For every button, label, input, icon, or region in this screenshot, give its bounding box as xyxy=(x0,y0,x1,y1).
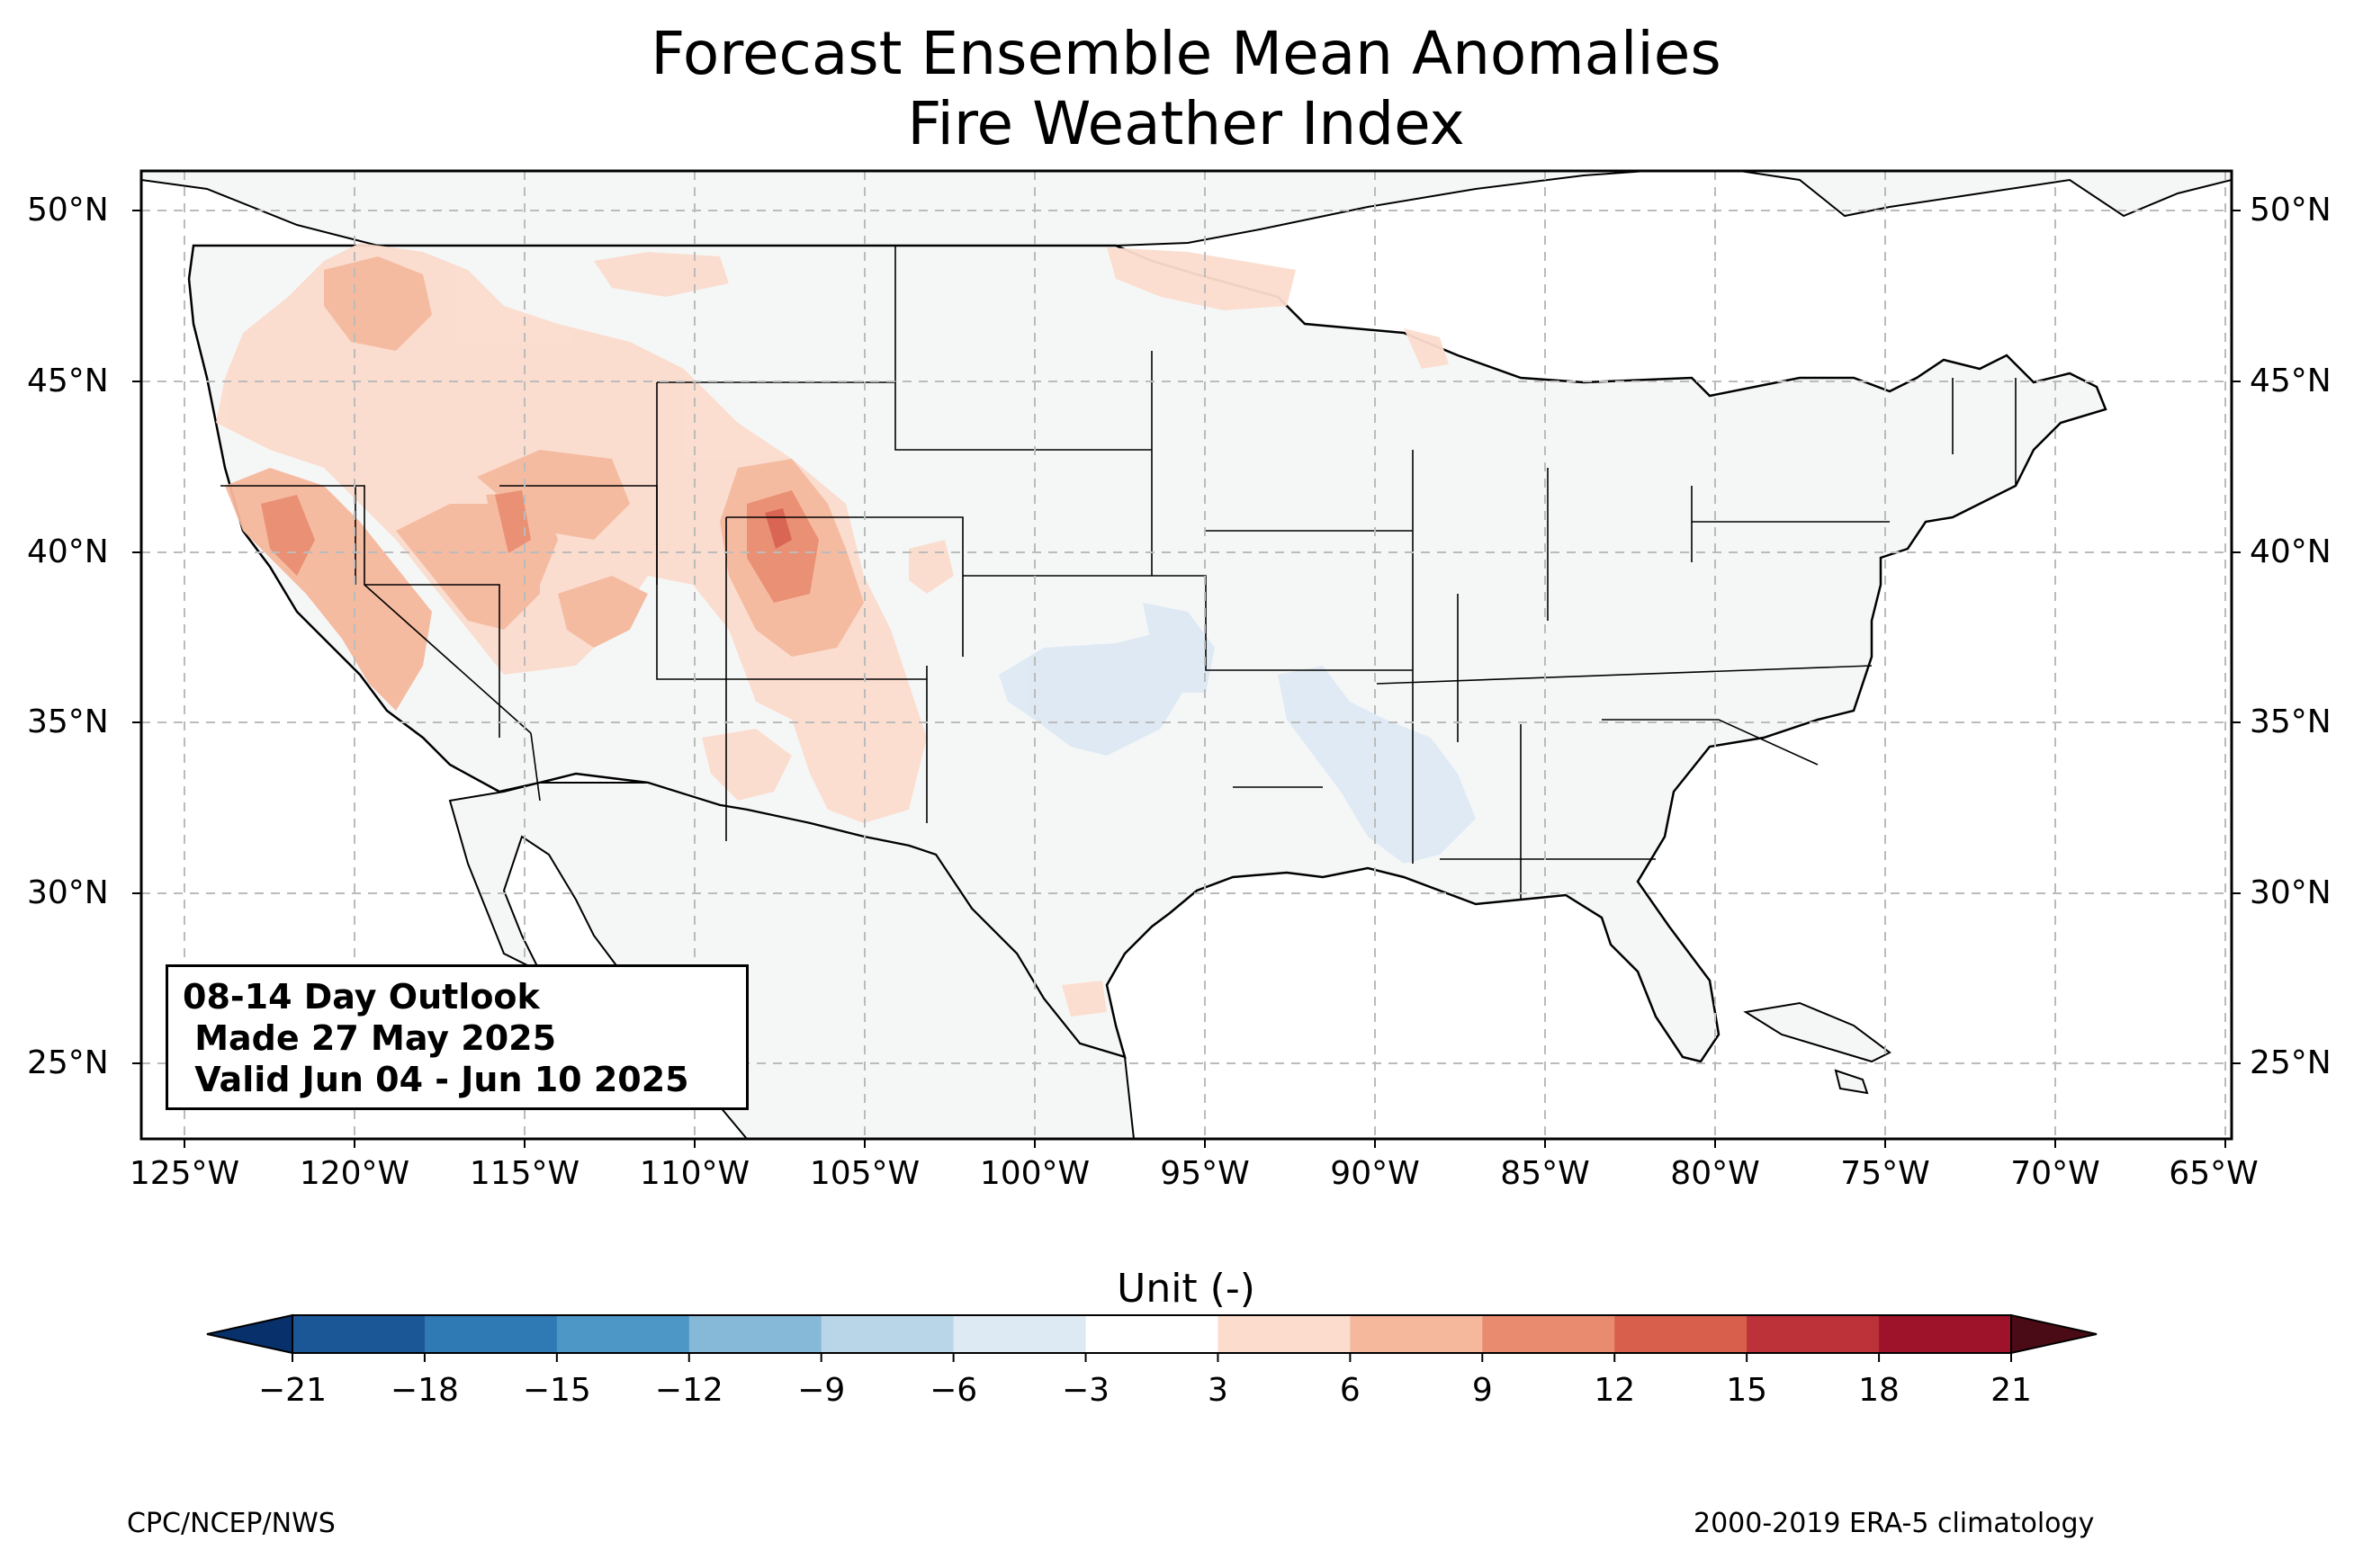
colorbar-tick-label: 12 xyxy=(1594,1372,1636,1409)
lon-label: 90°W xyxy=(1330,1155,1420,1192)
lon-label: 85°W xyxy=(1500,1155,1590,1192)
map-title: Forecast Ensemble Mean Anomalies xyxy=(651,19,1721,88)
lon-label: 75°W xyxy=(1840,1155,1930,1192)
credit-climatology: 2000-2019 ERA-5 climatology xyxy=(1694,1508,2095,1539)
anomaly-fill-positive xyxy=(216,243,1449,1017)
colorbar-tick-label: 9 xyxy=(1471,1372,1493,1409)
lat-label: 35°N xyxy=(27,703,109,740)
lat-label-right: 45°N xyxy=(2250,363,2332,399)
lat-label-right: 25°N xyxy=(2250,1044,2332,1081)
colorbar-tick-label: 15 xyxy=(1726,1372,1768,1409)
lat-label: 40°N xyxy=(27,533,109,570)
lon-label: 80°W xyxy=(1670,1155,1760,1192)
land-mexico xyxy=(448,782,1136,1139)
lat-label: 30°N xyxy=(27,874,109,911)
lon-label: 100°W xyxy=(979,1155,1091,1192)
colorbar-tick-label: 21 xyxy=(1990,1372,2032,1409)
colorbar-tick-label: 3 xyxy=(1208,1372,1228,1409)
lat-label: 25°N xyxy=(27,1044,109,1081)
map-subtitle: Fire Weather Index xyxy=(907,89,1465,158)
colorbar-tick-label: 18 xyxy=(1858,1372,1900,1409)
outlook-made-date: Made 27 May 2025 xyxy=(183,1018,557,1058)
lat-label: 50°N xyxy=(27,192,109,228)
outlook-valid-range: Valid Jun 04 - Jun 10 2025 xyxy=(183,1060,689,1099)
anomaly-fill-negative xyxy=(999,603,1476,864)
lon-label: 115°W xyxy=(469,1155,580,1192)
lat-label-right: 35°N xyxy=(2250,703,2332,740)
lat-label-right: 30°N xyxy=(2250,874,2332,911)
colorbar-tick-label: −18 xyxy=(390,1372,459,1409)
outlook-info-box: 08-14 Day Outlook Made 27 May 2025 Valid… xyxy=(166,964,749,1110)
outlook-period: 08-14 Day Outlook xyxy=(183,977,540,1017)
colorbar-tick-label: −9 xyxy=(797,1372,846,1409)
lon-label: 95°W xyxy=(1160,1155,1250,1192)
colorbar-tick-label: −21 xyxy=(258,1372,327,1409)
lat-label-right: 50°N xyxy=(2250,192,2332,228)
colorbar-tick-label: −15 xyxy=(522,1372,591,1409)
lon-label: 70°W xyxy=(2010,1155,2100,1192)
credit-agency: CPC/NCEP/NWS xyxy=(127,1508,336,1539)
colorbar-tick-label: −6 xyxy=(930,1372,978,1409)
lon-label: 110°W xyxy=(639,1155,750,1192)
land-bahamas xyxy=(1834,1069,1869,1095)
colorbar-label: Unit (-) xyxy=(1117,1266,1255,1312)
lat-label: 45°N xyxy=(27,363,109,399)
map-frame xyxy=(139,169,2233,1141)
lon-label: 105°W xyxy=(809,1155,921,1192)
lon-label: 120°W xyxy=(299,1155,410,1192)
colorbar-tick-label: −3 xyxy=(1061,1372,1110,1409)
lon-label: 125°W xyxy=(129,1155,240,1192)
lon-label: 65°W xyxy=(2169,1155,2259,1192)
lat-label-right: 40°N xyxy=(2250,533,2332,570)
colorbar-tick-label: −12 xyxy=(654,1372,723,1409)
colorbar-tick-label: 6 xyxy=(1339,1372,1361,1409)
land-cuba xyxy=(1743,1001,1891,1063)
